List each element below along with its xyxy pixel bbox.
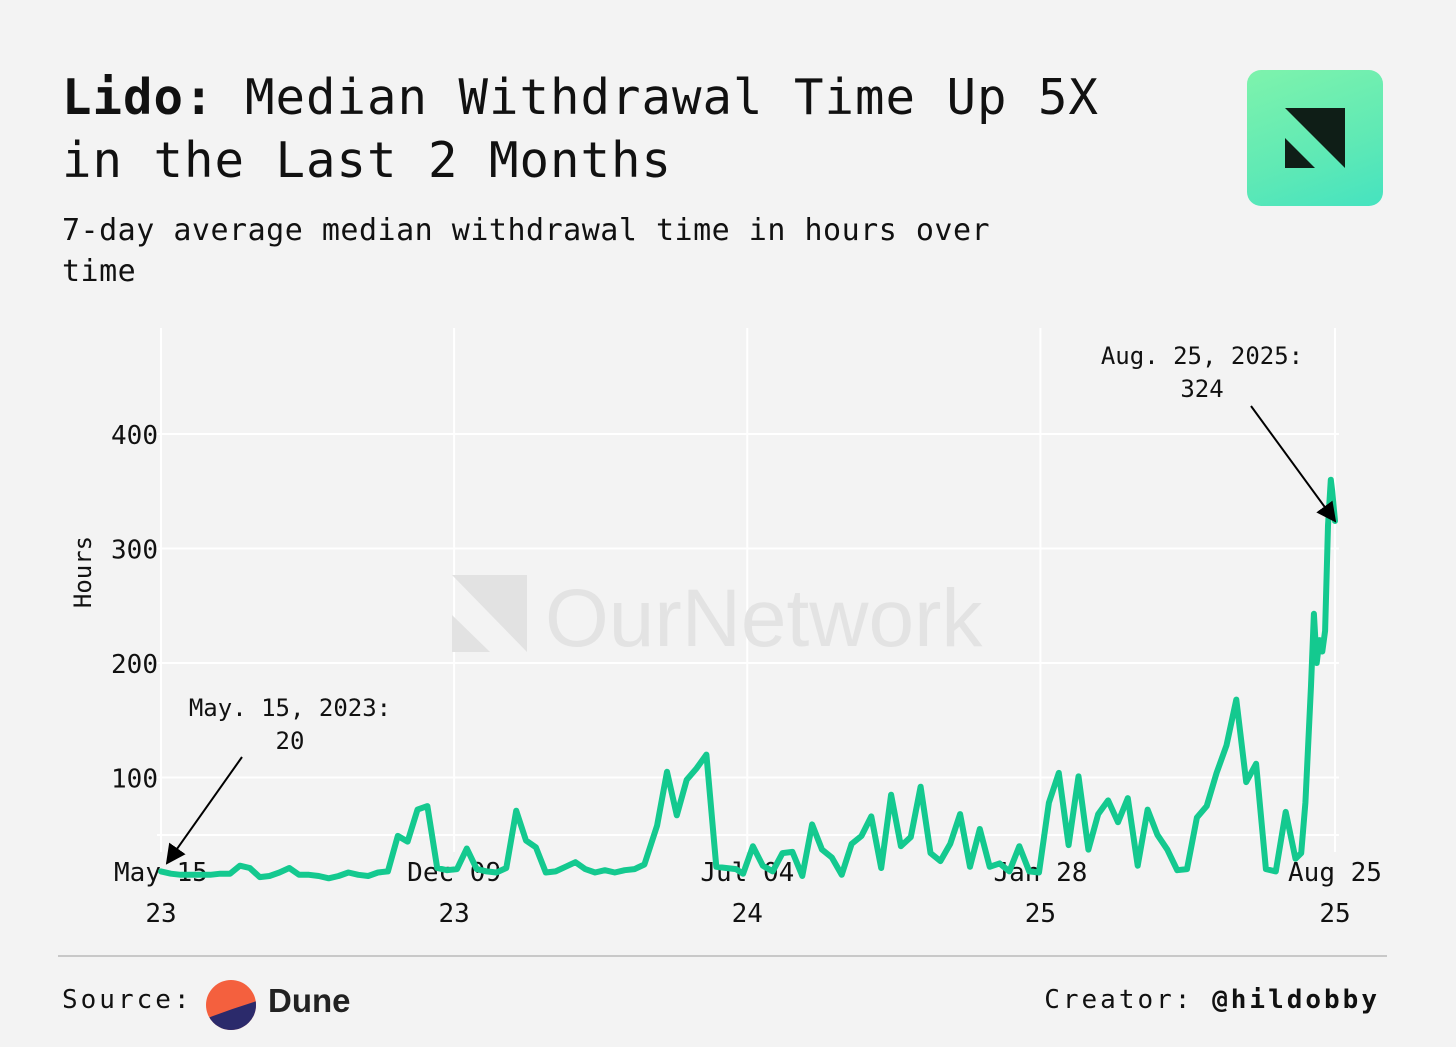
series-line (158, 476, 1338, 882)
y-axis: 100 200 300 400 (111, 421, 158, 795)
annotation-arrow (1250, 405, 1337, 523)
chart-title: Lido: Median Withdrawal Time Up 5X in th… (62, 66, 1182, 192)
annotation-value: 324 (1180, 375, 1223, 403)
y-tick-label: 400 (111, 421, 158, 451)
annotations: May. 15, 2023: 20 Aug. 25, 2025: 324 (165, 342, 1337, 865)
creator: Creator: @hildobby (1044, 985, 1380, 1015)
dune-label: Dune (268, 982, 351, 1019)
title-text: Median Withdrawal Time Up 5X in the Last… (62, 69, 1100, 189)
y-tick-label: 200 (111, 650, 158, 680)
annotation-label: Aug. 25, 2025: (1101, 342, 1303, 370)
annotation-label: May. 15, 2023: (189, 694, 391, 722)
creator-label: Creator: (1044, 985, 1194, 1015)
dune-logo-icon (206, 980, 256, 1030)
annotation-value: 20 (276, 727, 305, 755)
x-tick-year-label: 25 (1319, 899, 1350, 929)
watermark-text: OurNetwork (545, 573, 983, 664)
footer-divider (58, 955, 1387, 957)
annotation-arrow (165, 756, 243, 865)
source-label: Source: (62, 985, 193, 1015)
creator-handle: @hildobby (1212, 985, 1380, 1015)
ournetwork-logo-icon (1247, 70, 1383, 206)
x-tick-year-label: 23 (438, 899, 469, 929)
watermark: OurNetwork (452, 573, 983, 664)
x-tick-year-label: 24 (732, 899, 763, 929)
y-axis-label: Hours (69, 536, 97, 608)
x-tick-year-label: 25 (1025, 899, 1056, 929)
y-tick-label: 300 (111, 536, 158, 566)
x-tick-label: Aug 25 (1288, 858, 1382, 888)
x-tick-year-label: 23 (145, 899, 176, 929)
y-tick-label: 100 (111, 765, 158, 795)
title-prefix: Lido: (62, 69, 215, 126)
chart-subtitle: 7-day average median withdrawal time in … (62, 213, 991, 289)
